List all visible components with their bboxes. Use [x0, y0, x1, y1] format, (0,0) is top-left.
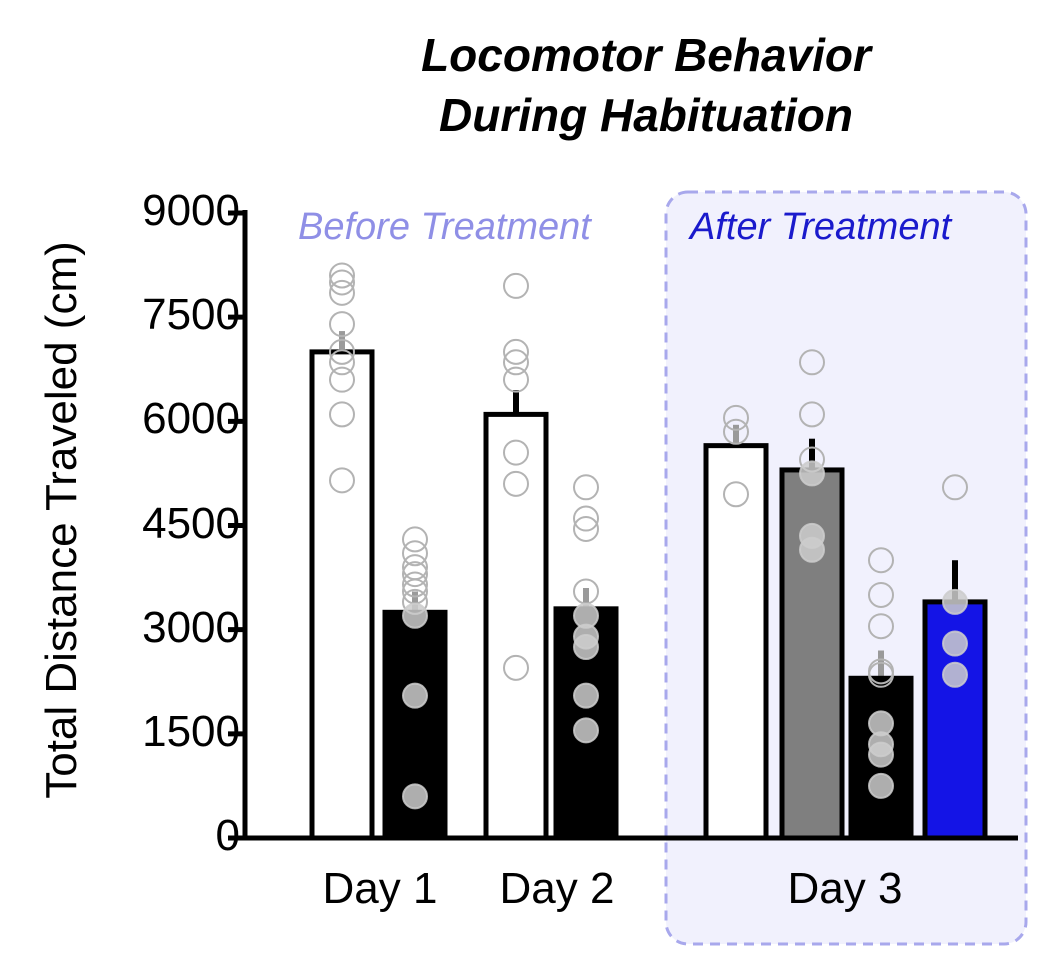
- data-point-day1-black: [402, 682, 428, 709]
- data-point-day2-black: [573, 717, 599, 744]
- data-point-day1-black: [402, 602, 428, 629]
- data-point-day2-black: [573, 474, 599, 501]
- y-tick-label: 3000: [142, 602, 240, 652]
- y-tick-label: 9000: [142, 186, 240, 235]
- data-point-day3-gray: [799, 349, 825, 376]
- data-point-day1-black: [402, 526, 428, 553]
- data-point-day1-black: [402, 571, 428, 598]
- data-point-day1-white: [329, 279, 355, 306]
- data-point-day2-black: [573, 682, 599, 709]
- before-treatment-label: Before Treatment: [298, 206, 591, 248]
- data-point-day1-white: [329, 338, 355, 365]
- y-axis-label: Total Distance Traveled (cm): [37, 241, 86, 799]
- data-point-day3-white: [723, 418, 749, 445]
- data-point-day3-blue: [942, 630, 968, 657]
- data-point-day2-black: [573, 634, 599, 661]
- bar-day3-white: [703, 443, 769, 841]
- data-point-day2-white: [503, 366, 529, 393]
- data-point-day2-black: [573, 515, 599, 542]
- data-point-day3-gray: [799, 536, 825, 563]
- data-point-day2-white: [503, 470, 529, 497]
- data-point-day3-black: [868, 772, 894, 799]
- y-tick-label: 7500: [142, 290, 240, 340]
- data-point-day2-black: [573, 505, 599, 532]
- x-tick-label-day1: Day 1: [322, 864, 438, 913]
- data-point-day1-black: [402, 783, 428, 810]
- data-point-day3-gray: [799, 460, 825, 487]
- chart-title-line-1: Locomotor Behavior: [421, 29, 871, 81]
- data-point-day1-white: [329, 401, 355, 428]
- data-point-day3-black: [868, 741, 894, 768]
- x-tick-label-day3: Day 3: [787, 864, 903, 913]
- data-point-day3-black: [868, 613, 894, 640]
- data-point-day1-white: [329, 262, 355, 289]
- chart-title-line-2: During Habituation: [439, 89, 853, 141]
- data-point-day3-white: [723, 404, 749, 431]
- data-point-day3-black: [868, 661, 894, 688]
- after-treatment-label: After Treatment: [690, 206, 952, 248]
- data-point-day2-white: [503, 439, 529, 466]
- data-point-day1-white: [329, 349, 355, 376]
- data-point-day3-blue: [942, 588, 968, 615]
- data-point-day3-gray: [799, 401, 825, 428]
- data-point-day3-blue: [942, 661, 968, 688]
- y-tick-label: 6000: [142, 394, 240, 444]
- bar-day1-white: [309, 349, 375, 841]
- data-point-day1-white: [329, 467, 355, 494]
- data-point-day3-black: [868, 547, 894, 574]
- data-point-day2-white: [503, 654, 529, 681]
- data-point-day1-black: [402, 540, 428, 567]
- data-point-day1-white: [329, 269, 355, 296]
- data-point-day1-white: [329, 311, 355, 338]
- y-tick-label: 0: [215, 811, 240, 860]
- data-point-day3-white: [723, 481, 749, 508]
- y-tick-label: 1500: [142, 706, 240, 756]
- data-point-day1-white: [329, 366, 355, 393]
- x-tick-label-day2: Day 2: [499, 864, 615, 913]
- data-point-day2-white: [503, 349, 529, 376]
- y-tick-label: 4500: [142, 498, 240, 548]
- bar-day2-white: [483, 411, 549, 841]
- data-point-day3-black: [868, 581, 894, 608]
- data-point-day2-white: [503, 338, 529, 365]
- data-point-day2-white: [503, 272, 529, 299]
- data-point-day3-blue: [942, 474, 968, 501]
- data-point-day1-black: [402, 561, 428, 588]
